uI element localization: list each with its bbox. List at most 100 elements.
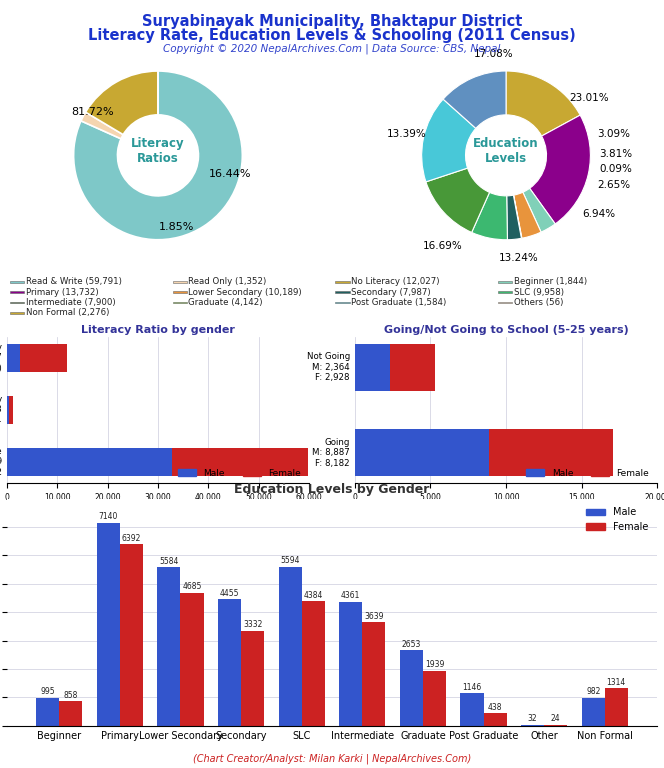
Text: 982: 982 [586,687,600,696]
Text: 1146: 1146 [462,683,481,691]
Text: Copyright © 2020 NepalArchives.Com | Data Source: CBS, Nepal: Copyright © 2020 NepalArchives.Com | Dat… [163,44,501,55]
Text: Post Graduate (1,584): Post Graduate (1,584) [351,298,446,307]
Bar [120,545,143,726]
Text: Literacy Rate, Education Levels & Schooling (2011 Census): Literacy Rate, Education Levels & School… [88,28,576,44]
Legend: Male, Female: Male, Female [582,504,653,536]
Bar [10,281,24,283]
Wedge shape [74,71,242,240]
Bar [9,396,13,424]
Text: 6.94%: 6.94% [582,210,616,220]
Bar [7,448,173,476]
Wedge shape [530,115,590,224]
Text: 4361: 4361 [341,591,361,601]
Bar [335,281,349,283]
Text: 17.08%: 17.08% [473,49,513,59]
Title: Literacy Ratio by gender: Literacy Ratio by gender [81,325,235,335]
Text: 16.44%: 16.44% [208,169,251,179]
Text: 2653: 2653 [402,640,421,649]
Legend: Male, Female: Male, Female [175,465,305,482]
Text: 4384: 4384 [303,591,323,600]
Text: 23.01%: 23.01% [569,93,608,103]
Text: Others (56): Others (56) [513,298,563,307]
Text: 1.85%: 1.85% [159,222,194,232]
Text: 5584: 5584 [159,557,179,565]
Text: SLC (9,958): SLC (9,958) [513,287,564,296]
Bar [355,429,489,476]
Wedge shape [422,99,476,182]
Text: Read & Write (59,791): Read & Write (59,791) [25,277,122,286]
Bar [181,593,203,726]
Wedge shape [86,71,158,134]
Bar [521,725,544,726]
Bar [498,291,512,293]
Bar [355,343,390,391]
Text: 438: 438 [488,703,502,712]
Text: 3.09%: 3.09% [598,129,631,139]
Text: 3332: 3332 [243,621,262,630]
Wedge shape [523,188,555,232]
Text: 13.39%: 13.39% [386,129,426,139]
Bar [498,281,512,283]
Wedge shape [507,195,521,240]
Text: Non Formal (2,276): Non Formal (2,276) [25,309,109,317]
Bar [173,302,187,303]
Text: Lower Secondary (10,189): Lower Secondary (10,189) [188,287,302,296]
Text: Intermediate (7,900): Intermediate (7,900) [25,298,115,307]
Text: 32: 32 [528,714,537,723]
Bar [461,694,483,726]
Bar [582,698,605,726]
Bar [498,302,512,303]
Bar [218,599,241,726]
Wedge shape [506,71,580,136]
Legend: Male, Female: Male, Female [523,465,653,482]
Bar [605,688,627,726]
Text: Education
Levels: Education Levels [473,137,539,165]
Text: 7140: 7140 [99,512,118,521]
Bar [173,281,187,283]
Text: 858: 858 [64,690,78,700]
Wedge shape [81,112,124,139]
Text: Graduate (4,142): Graduate (4,142) [188,298,263,307]
Title: Going/Not Going to School (5-25 years): Going/Not Going to School (5-25 years) [384,325,628,335]
Text: 81.72%: 81.72% [71,107,114,117]
Text: Read Only (1,352): Read Only (1,352) [188,277,266,286]
Bar [241,631,264,726]
Text: No Literacy (12,027): No Literacy (12,027) [351,277,440,286]
Bar [157,568,181,726]
Bar [10,312,24,314]
Bar [173,448,308,476]
Text: 24: 24 [551,714,560,723]
Wedge shape [426,168,489,233]
Bar [390,343,435,391]
Text: 5594: 5594 [280,556,300,565]
Bar [37,697,59,726]
Text: 0.09%: 0.09% [600,164,632,174]
Bar [483,713,507,726]
Bar [301,601,325,726]
Bar [97,523,120,726]
Bar [279,567,301,726]
Text: 4455: 4455 [220,588,239,598]
Bar [7,396,9,424]
Text: Secondary (7,987): Secondary (7,987) [351,287,430,296]
Bar [339,602,363,726]
Wedge shape [443,71,506,128]
Text: 2.65%: 2.65% [598,180,631,190]
Text: Suryabinayak Municipality, Bhaktapur District: Suryabinayak Municipality, Bhaktapur Dis… [142,14,522,29]
Wedge shape [514,192,541,238]
Text: 16.69%: 16.69% [423,241,463,251]
Text: 13.24%: 13.24% [499,253,539,263]
Wedge shape [471,192,507,240]
Bar [10,291,24,293]
Text: Beginner (1,844): Beginner (1,844) [513,277,587,286]
Bar [59,701,82,726]
Text: 3.81%: 3.81% [599,149,632,159]
Bar [335,302,349,303]
Bar [363,622,385,726]
Text: 1314: 1314 [607,677,626,687]
Bar [20,343,67,372]
Text: 6392: 6392 [122,534,141,542]
Bar [173,291,187,293]
Title: Education Levels by Gender: Education Levels by Gender [234,483,430,496]
Bar [335,291,349,293]
